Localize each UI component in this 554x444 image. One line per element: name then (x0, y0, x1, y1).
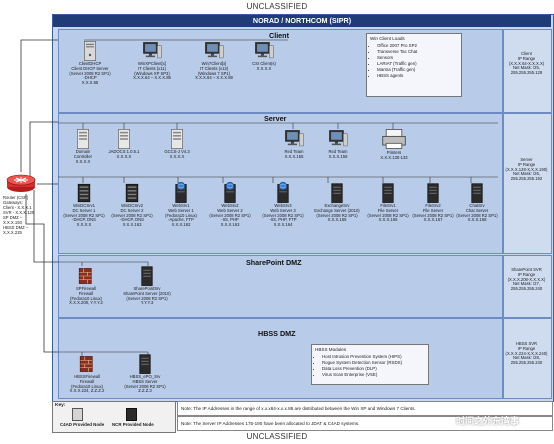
server-icon (136, 351, 154, 375)
rack-server-icon (76, 182, 92, 204)
red-team-1[interactable]: Red Team X.X.X.155 (275, 128, 313, 160)
winxp-clients[interactable]: WinXPClient[x] IT Clients (x11) (Windows … (124, 40, 180, 81)
server-tower-icon (82, 40, 98, 62)
workstation-icon (254, 40, 274, 62)
win7-clients[interactable]: Win7Client[x] IT Clients (x13) (Windows 7… (186, 40, 242, 81)
sharepoint-firewall[interactable]: SPFirewall Firewall (Fedora10 Linux) X.X.… (62, 265, 110, 306)
note-server-ips: Note: The Server IP Addresses 175-190 ha… (177, 416, 553, 431)
gccs-server[interactable]: GCCS-J V4.3 X.X.X.X (157, 128, 197, 160)
web-globe-icon (221, 180, 239, 204)
domain-controller[interactable]: Domain Controller X.X.X.X (66, 128, 100, 164)
ncr-node-swatch (126, 408, 137, 421)
mail-server-icon (328, 180, 346, 204)
server-title: Server (264, 114, 287, 123)
web-server-1[interactable]: WebSrv1 Web Server 1 (Fedora10 Linux) -Ap… (158, 180, 204, 228)
exchange-server[interactable]: ExchangeSrv Exchange Server (2010) (Serve… (309, 180, 365, 223)
win-dc-server-1[interactable]: WinDCSrv1 DC Server 1 (Server 2008 R2 SP1… (61, 182, 107, 228)
server-tower-icon (169, 128, 185, 150)
workstation-icon (204, 40, 224, 62)
sharepoint-server[interactable]: SharePointSrv SharePoint Server (2010) (S… (116, 263, 178, 306)
firewall-icon (77, 265, 95, 287)
file-server-icon (424, 180, 442, 204)
server-tower-icon (75, 128, 91, 150)
hbss-ip-range (503, 318, 552, 399)
hbss-firewall[interactable]: HBSSFirewall Firewall (Fedora10 Linux) X.… (62, 353, 112, 394)
workstation-icon (328, 128, 348, 150)
server-tower-icon (116, 128, 132, 150)
printers[interactable]: Printers X.X.X.130-133 (372, 127, 416, 161)
server-icon (138, 263, 156, 287)
web-globe-icon (274, 180, 292, 204)
csi-clients[interactable]: CSI Client(s) X.X.X.X (244, 40, 284, 72)
hbss-epo-server[interactable]: HBSS_ePO_Srv HBSS Server (Server 2008 R2 … (118, 351, 172, 394)
legend-ncr-label: NCR Provided Node (112, 422, 154, 427)
hbss-title: HBSS DMZ (258, 329, 296, 338)
watermark: 时间之外东湾事 (456, 416, 520, 426)
file-server-2[interactable]: FileSrv2 File Server (Server 2008 R2 SP1)… (410, 180, 456, 223)
web-server-2[interactable]: WebSrv2 Web Server 2 (Server 2008 R2 SP1)… (206, 180, 254, 228)
workstation-icon (142, 40, 162, 62)
win-dc-server-2[interactable]: WinDCSrv2 DC Server 2 (Server 2008 R2 SP1… (108, 182, 156, 228)
hbss-modules-box: HBSS Modules Host Intrusion Prevention S… (311, 344, 429, 385)
client-ip-range (503, 29, 552, 113)
client-dhcp-server[interactable]: ClientDHCP Client DHCP Server (Server 200… (62, 40, 118, 86)
jadocs-server[interactable]: JADOCS 1.0.5.1 X.X.X.X (105, 128, 143, 160)
red-team-2[interactable]: Red Team X.X.X.156 (319, 128, 357, 160)
printer-icon (381, 127, 407, 151)
rack-server-icon (124, 182, 140, 204)
legend-c4ad-label: C4AD Provided Node (60, 422, 105, 427)
workstation-icon (284, 128, 304, 150)
server-ip-range (503, 113, 552, 254)
chat-server-icon (468, 180, 486, 204)
chat-server[interactable]: ChatSrv Chat Server (Server 2008 R2 SP1) … (454, 180, 500, 223)
sharepoint-section (58, 255, 503, 318)
classification-top: UNCLASSIFIED (246, 2, 308, 11)
router-label: Router (CSR) Gateways: Client - X.X.X.1 SV… (3, 195, 35, 236)
web-globe-icon (172, 180, 190, 204)
sharepoint-ip-range (503, 255, 552, 318)
legend-title: Key: (55, 403, 66, 408)
file-server-icon (379, 180, 397, 204)
client-title: Client (269, 31, 289, 40)
web-server-3[interactable]: WebSrv3 Web Server 3 (Server 2008 R2 SP1)… (258, 180, 308, 228)
firewall-icon (78, 353, 96, 375)
c4ad-node-swatch (72, 408, 83, 421)
file-server-1[interactable]: FileSrv1 File Server (Server 2008 R2 SP1)… (364, 180, 412, 223)
client-loads-box: Win Client Loads Office 2007 Pro SP2Tran… (366, 33, 462, 97)
note-ip-range: Note: The IP Addresses in the range of x… (177, 401, 553, 416)
network-title: NORAD / NORTHCOM (SIPR) (53, 15, 551, 27)
router-icon (5, 172, 37, 194)
sharepoint-title: SharePoint DMZ (246, 258, 302, 267)
classification-bottom: UNCLASSIFIED (246, 432, 308, 441)
legend-key (52, 401, 176, 433)
